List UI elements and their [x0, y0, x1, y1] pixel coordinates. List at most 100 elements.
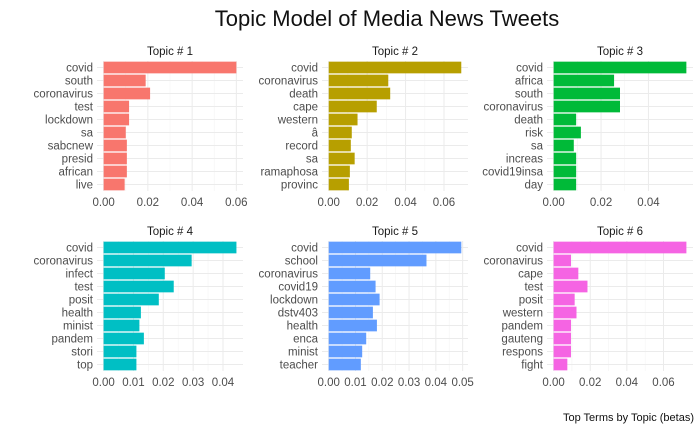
category-label: coronavirus — [34, 89, 94, 101]
bar — [553, 306, 577, 319]
category-label: death — [514, 115, 543, 127]
category-label: sa — [531, 141, 544, 153]
x-tick-label: 0.06 — [652, 377, 674, 389]
facet-label: Topic # 4 — [147, 226, 194, 238]
x-tick-label: 0.02 — [152, 377, 174, 389]
x-tick-label: 0.00 — [92, 197, 114, 209]
facet-panel: Topic # 2 covidcoronavirusdeathcapewester… — [259, 46, 468, 209]
bar — [553, 345, 571, 358]
bar — [328, 74, 389, 87]
x-tick-label: 0.02 — [356, 197, 378, 209]
bar — [103, 280, 174, 293]
category-label: death — [289, 89, 318, 101]
category-label: fight — [521, 360, 544, 372]
bar — [553, 165, 577, 178]
category-label: covid — [66, 243, 93, 255]
category-label: minist — [288, 347, 319, 359]
x-tick-label: 0.00 — [542, 377, 564, 389]
category-label: dstv403 — [278, 308, 318, 320]
category-label: covid — [516, 243, 543, 255]
bar — [328, 293, 380, 306]
x-tick-label: 0.00 — [318, 197, 340, 209]
category-label: south — [65, 76, 93, 88]
category-label: presid — [62, 154, 93, 166]
bar — [328, 152, 355, 165]
bar — [328, 280, 376, 293]
x-tick-label: 0.01 — [122, 377, 144, 389]
category-label: covid — [291, 63, 318, 75]
bar — [328, 139, 351, 152]
category-label: covid — [66, 63, 93, 75]
bar — [103, 139, 127, 152]
bar — [328, 254, 427, 267]
bar — [328, 345, 363, 358]
bar — [103, 241, 237, 254]
bar — [328, 241, 462, 254]
category-label: teacher — [280, 360, 319, 372]
bar — [103, 293, 159, 306]
category-label: provinc — [281, 180, 318, 192]
bar — [553, 267, 579, 280]
category-label: test — [524, 282, 543, 294]
facet-panel: Topic # 5 covidschoolcoronaviruscovid19lo… — [259, 226, 474, 389]
x-tick-label: 0.00 — [542, 197, 564, 209]
bar — [103, 306, 141, 319]
bar — [553, 358, 568, 371]
category-label: ramaphosa — [260, 167, 318, 179]
category-label: top — [77, 360, 93, 372]
bar — [553, 87, 620, 100]
facet-label: Topic # 5 — [372, 226, 418, 238]
category-label: live — [76, 180, 93, 192]
category-label: covid — [516, 63, 543, 75]
x-tick-label: 0.04 — [616, 377, 639, 389]
bar — [328, 178, 349, 191]
bar — [103, 267, 165, 280]
x-tick-label: 0.02 — [590, 197, 612, 209]
facet-panel: Topic # 6 covidcoronaviruscapetestpositwe… — [484, 226, 693, 389]
bar — [553, 319, 571, 332]
category-label: increas — [506, 154, 543, 166]
bar — [553, 152, 577, 165]
facet-panel: Topic # 1 covidsouthcoronavirustestlockdo… — [34, 46, 248, 209]
facet-label: Topic # 3 — [597, 46, 643, 58]
bar — [103, 358, 137, 371]
bar — [328, 358, 361, 371]
x-tick-label: 0.06 — [433, 197, 455, 209]
facet-panel: Topic # 3 covidafricasouthcoronavirusdeat… — [482, 46, 693, 209]
bar — [103, 74, 146, 87]
category-label: pandem — [501, 321, 543, 333]
facet-panels: Topic # 1covidsouthcoronavirustestlockdo… — [34, 46, 693, 389]
category-label: lockdown — [270, 295, 318, 307]
category-label: record — [285, 141, 318, 153]
category-label: pandem — [51, 334, 93, 346]
category-label: coronavirus — [484, 256, 544, 268]
category-label: risk — [525, 128, 543, 140]
category-label: sabcnew — [48, 141, 94, 153]
chart-caption: Top Terms by Topic (betas) — [563, 412, 694, 424]
facet-label: Topic # 6 — [597, 226, 643, 238]
bar — [553, 241, 687, 254]
category-label: â — [312, 128, 319, 140]
x-tick-label: 0.03 — [182, 377, 204, 389]
category-label: gauteng — [501, 334, 543, 346]
bar — [328, 165, 350, 178]
category-label: respons — [502, 347, 543, 359]
bar — [103, 332, 144, 345]
facet-label: Topic # 1 — [147, 46, 193, 58]
category-label: coronavirus — [259, 269, 319, 281]
bar — [103, 113, 130, 126]
bar — [553, 254, 571, 267]
category-label: health — [62, 308, 93, 320]
facet-label: Topic # 2 — [372, 46, 418, 58]
bar — [103, 254, 192, 267]
bar — [553, 61, 687, 74]
category-label: covid19 — [278, 282, 318, 294]
x-tick-label: 0.03 — [398, 377, 420, 389]
category-label: coronavirus — [34, 256, 94, 268]
category-label: test — [74, 102, 93, 114]
bar — [553, 100, 620, 113]
category-label: day — [524, 180, 543, 192]
x-tick-label: 0.02 — [137, 197, 159, 209]
bar — [553, 74, 615, 87]
bar — [103, 100, 130, 113]
